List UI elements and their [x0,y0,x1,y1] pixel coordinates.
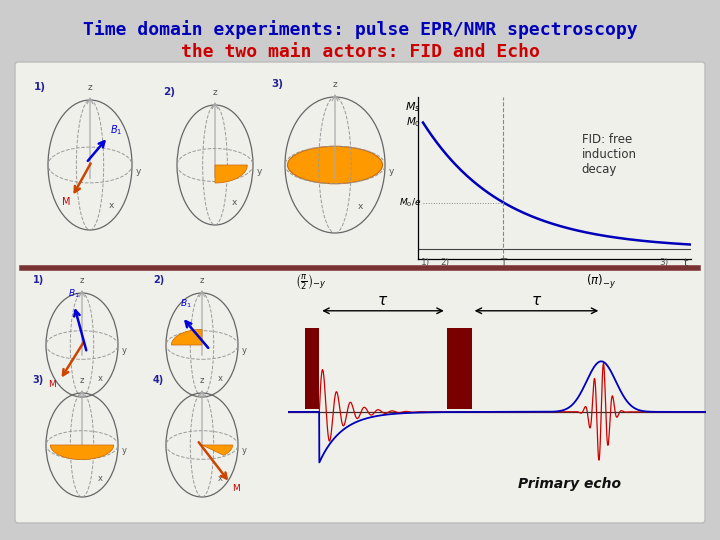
Text: z: z [212,88,217,97]
Text: y: y [242,346,247,355]
Polygon shape [202,445,233,455]
Text: M: M [62,197,71,207]
Text: FID: free
induction
decay: FID: free induction decay [582,133,636,176]
Text: x: x [217,374,222,383]
FancyBboxPatch shape [15,62,705,523]
Polygon shape [50,445,114,460]
Text: y: y [122,346,127,355]
Text: 2): 2) [440,258,449,267]
Text: $M_s$: $M_s$ [405,100,420,113]
Polygon shape [171,329,202,345]
Text: 3): 3) [271,79,283,89]
Text: y: y [242,446,247,455]
Bar [446,328,472,409]
Text: y: y [136,167,141,176]
Text: M: M [48,380,55,389]
Ellipse shape [287,146,382,184]
Text: x: x [97,474,102,483]
Text: $\tau$: $\tau$ [377,293,389,308]
Text: t: t [684,258,688,268]
Text: Time domain experiments: pulse EPR/NMR spectroscopy: Time domain experiments: pulse EPR/NMR s… [83,21,637,39]
Text: y: y [257,166,262,176]
Text: 2): 2) [153,275,164,285]
Text: 1): 1) [32,275,44,285]
Polygon shape [215,165,247,183]
Text: y: y [389,167,395,176]
Text: 2): 2) [163,87,175,97]
Text: T: T [500,258,507,268]
Text: $B_1$: $B_1$ [68,288,80,300]
Text: 3): 3) [32,375,44,385]
Bar [305,328,320,409]
Text: x: x [97,374,102,383]
Text: x: x [217,474,222,483]
Text: $(\pi)_{-y}$: $(\pi)_{-y}$ [586,273,616,291]
Text: z: z [200,376,204,385]
Text: x: x [108,201,114,210]
Text: z: z [333,80,338,89]
Text: 4): 4) [153,375,164,385]
Text: y: y [122,446,127,455]
Text: $B_1$: $B_1$ [110,123,122,137]
Text: the two main actors: FID and Echo: the two main actors: FID and Echo [181,43,539,61]
Text: 1): 1) [34,82,46,92]
Text: x: x [231,198,237,207]
Text: $\tau$: $\tau$ [531,293,542,308]
Text: z: z [80,376,84,385]
Text: z: z [80,276,84,285]
Text: z: z [88,83,92,92]
Text: $M_0/e$: $M_0/e$ [399,196,420,209]
Text: x: x [357,202,363,211]
Text: $M_0$: $M_0$ [406,116,420,130]
Text: $\left(\frac{\pi}{2}\right)_{-y}$: $\left(\frac{\pi}{2}\right)_{-y}$ [295,272,327,291]
Text: 3): 3) [660,258,669,267]
Text: $B_1$: $B_1$ [180,298,192,310]
Text: M: M [232,484,240,493]
Text: z: z [200,276,204,285]
Text: 1): 1) [421,258,431,267]
Text: Primary echo: Primary echo [518,477,621,491]
